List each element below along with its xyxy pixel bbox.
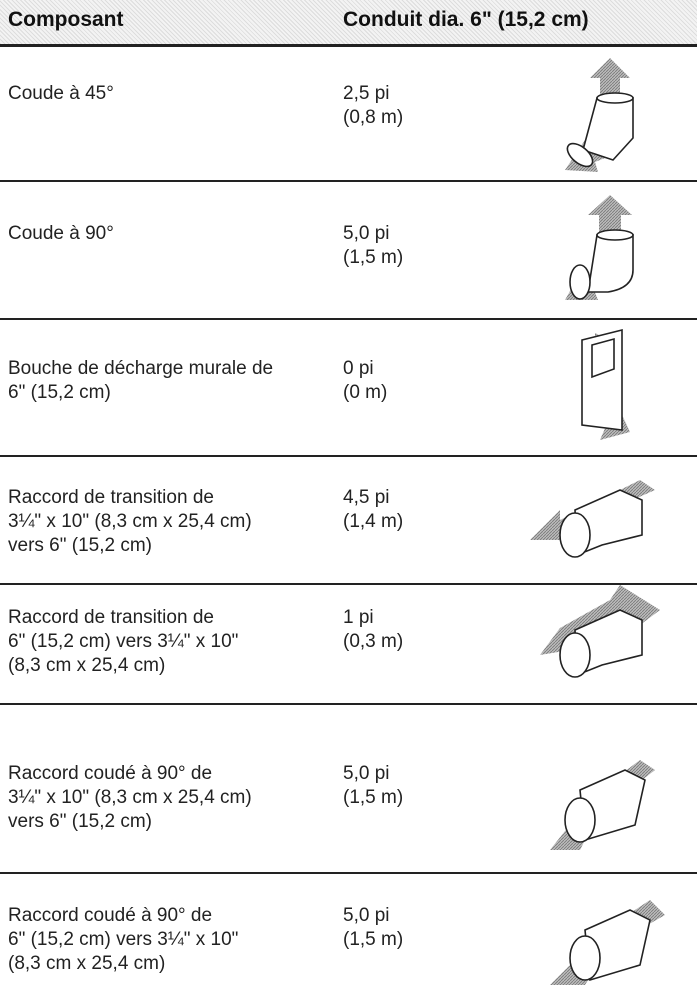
cell-text: 0 pi (343, 358, 374, 379)
cell-text: Bouche de décharge murale de (8, 358, 274, 379)
table-header: Composant Conduit dia. 6" (15,2 cm) (0, 0, 697, 47)
cell-text: Coude à 45° (8, 83, 114, 104)
cell-text: 2,5 pi (343, 83, 390, 104)
cell-text: (8,3 cm x 25,4 cm) (8, 655, 166, 676)
cell-text: (0 m) (343, 382, 388, 403)
cell-text: 3¼" x 10" (8,3 cm x 25,4 cm) (8, 787, 252, 808)
row-separator (0, 318, 697, 320)
row-separator (0, 583, 697, 585)
cell-text: 4,5 pi (343, 487, 390, 508)
cell-text: Raccord coudé à 90° de (8, 763, 213, 784)
cell-text: 1 pi (343, 607, 374, 628)
cell-text: (0,8 m) (343, 107, 404, 128)
cell-text: (1,5 m) (343, 929, 404, 950)
row-separator (0, 455, 697, 457)
row-separator (0, 872, 697, 874)
cell-text: 6" (15,2 cm) vers 3¼" x 10" (8, 929, 239, 950)
cell-text: Raccord de transition de (8, 607, 214, 628)
header-cell: Conduit dia. 6" (15,2 cm) (343, 8, 589, 31)
cell-text: 3¼" x 10" (8,3 cm x 25,4 cm) (8, 511, 252, 532)
cell-text: 5,0 pi (343, 223, 390, 244)
cell-text: Raccord coudé à 90° de (8, 905, 213, 926)
header-cell: Composant (8, 8, 124, 31)
cell-text: (1,4 m) (343, 511, 404, 532)
cell-text: 5,0 pi (343, 763, 390, 784)
cell-text: 6" (15,2 cm) (8, 382, 111, 403)
cell-text: vers 6" (15,2 cm) (8, 811, 153, 832)
cell-text: Raccord de transition de (8, 487, 214, 508)
row-separator (0, 703, 697, 705)
cell-text: (1,5 m) (343, 787, 404, 808)
cell-text: vers 6" (15,2 cm) (8, 535, 153, 556)
cell-text: 6" (15,2 cm) vers 3¼" x 10" (8, 631, 239, 652)
cell-text: 5,0 pi (343, 905, 390, 926)
cell-text: Coude à 90° (8, 223, 114, 244)
cell-text: (8,3 cm x 25,4 cm) (8, 953, 166, 974)
row-separator (0, 180, 697, 182)
cell-text: (1,5 m) (343, 247, 404, 268)
cell-text: (0,3 m) (343, 631, 404, 652)
